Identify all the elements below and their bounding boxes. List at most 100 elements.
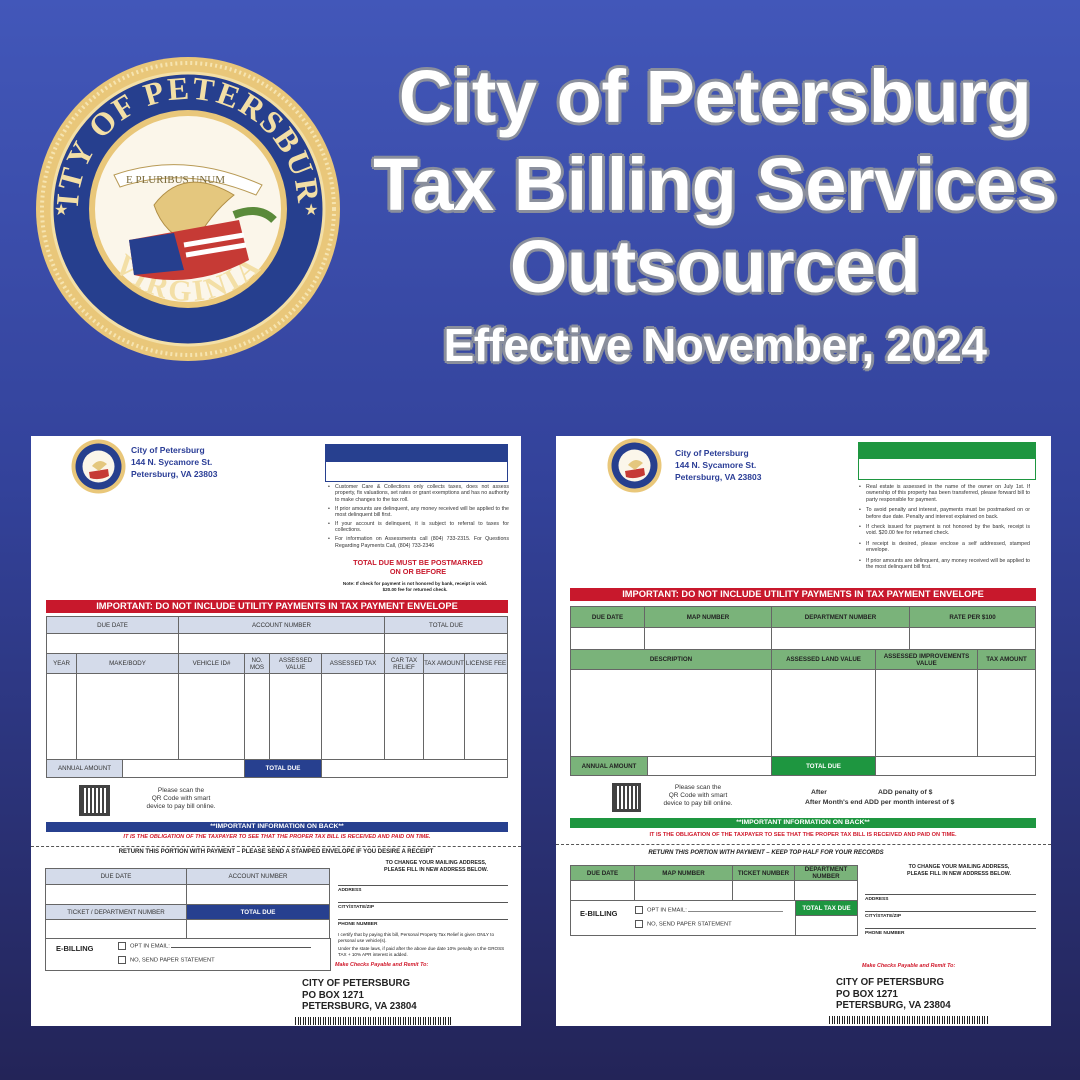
qr-text-line: device to pay bill online. — [146, 803, 216, 810]
change-address-line: TO CHANGE YOUR MAILING ADDRESS, — [385, 860, 487, 866]
col-rate-per-100: RATE PER $100 — [910, 606, 1036, 628]
notice-bullet: Customer Care & Collections only collect… — [327, 484, 509, 503]
stub-total-due: TOTAL DUE — [187, 904, 330, 920]
certification-text: I certify that by paying this bill, Pers… — [338, 932, 495, 943]
obligation-notice: IT IS THE OBLIGATION OF THE TAXPAYER TO … — [123, 834, 431, 840]
col-no-mos: NO. MOS — [245, 653, 270, 674]
col-assessed-improvements-value: ASSESSED IMPROVEMENTS VALUE — [876, 649, 978, 670]
remit-line: CITY OF PETERSBURG — [836, 977, 945, 988]
utility-warning-banner: IMPORTANT: DO NOT INCLUDE UTILITY PAYMEN… — [570, 588, 1036, 601]
col-license-fee: LICENSE FEE — [465, 653, 508, 674]
remit-address: CITY OF PETERSBURG PO BOX 1271 PETERSBURG,… — [836, 977, 951, 1012]
totals-row: ANNUAL AMOUNT TOTAL DUE — [46, 759, 508, 778]
col-department-number: DEPARTMENT NUMBER — [772, 606, 910, 628]
phone-number-field[interactable]: PHONE NUMBER — [865, 928, 1036, 936]
opt-in-email-checkbox[interactable] — [635, 906, 643, 914]
col-assessed-land-value: ASSESSED LAND VALUE — [772, 649, 876, 670]
notice-bullet: Real estate is assessed in the name of t… — [858, 484, 1030, 503]
headline-line-2: Tax Billing Services — [373, 143, 1057, 226]
real-estate-tax-bill: City of Petersburg 144 N. Sycamore St. P… — [556, 436, 1051, 1026]
sender-street: 144 N. Sycamore St. — [675, 460, 757, 470]
note-line: Note: If check for payment is not honore… — [342, 581, 488, 586]
description-header-row: DESCRIPTION ASSESSED LAND VALUE ASSESSED… — [570, 649, 1036, 670]
sender-address: City of Petersburg 144 N. Sycamore St. P… — [675, 447, 761, 483]
important-info-bar: **IMPORTANT INFORMATION ON BACK** — [46, 822, 508, 832]
sender-citystate: Petersburg, VA 23803 — [675, 472, 762, 482]
email-input-line[interactable] — [688, 910, 784, 912]
qr-code-icon[interactable] — [79, 785, 110, 816]
notice-bullet: For information on Assessments call (804… — [327, 536, 509, 549]
annual-amount-label: ANNUAL AMOUNT — [46, 759, 123, 778]
stub-department-number: DEPARTMENT NUMBER — [795, 865, 858, 881]
city-state-zip-field[interactable]: CITY/STATE/ZIP — [338, 902, 508, 910]
address-window-box — [325, 444, 508, 482]
stub-header-row: DUE DATE MAP NUMBER TICKET NUMBER DEPART… — [570, 865, 858, 881]
postal-barcode — [295, 1017, 453, 1025]
city-state-zip-field[interactable]: CITY/STATE/ZIP — [865, 911, 1036, 919]
penalty-text: Under the state laws, if paid after the … — [338, 946, 505, 957]
address-field[interactable]: ADDRESS — [865, 894, 1036, 902]
address-field[interactable]: ADDRESS — [338, 885, 508, 893]
col-map-number: MAP NUMBER — [645, 606, 772, 628]
address-window-box — [858, 442, 1036, 480]
col-assessed-tax: ASSESSED TAX — [322, 653, 385, 674]
table-header-row: DUE DATE ACCOUNT NUMBER TOTAL DUE — [46, 616, 508, 634]
remit-line: PETERSBURG, VA 23804 — [836, 1000, 951, 1011]
stub-ticket-number: TICKET NUMBER — [733, 865, 795, 881]
totals-row: ANNUAL AMOUNT TOTAL DUE — [570, 756, 1036, 776]
important-info-bar: **IMPORTANT INFORMATION ON BACK** — [570, 818, 1036, 828]
postmark-line: ON OR BEFORE — [389, 566, 447, 576]
qr-code-icon[interactable] — [612, 783, 641, 812]
notice-bullet: To avoid penalty and interest, payments … — [858, 507, 1030, 520]
change-address-line: PLEASE FILL IN NEW ADDRESS BELOW. — [384, 867, 488, 873]
email-input-line[interactable] — [171, 946, 312, 948]
paper-statement-checkbox[interactable] — [118, 956, 126, 964]
table-value-row — [46, 633, 508, 654]
remit-to-label: Make Checks Payable and Remit To: — [862, 963, 956, 969]
col-total-due: TOTAL DUE — [385, 616, 508, 634]
total-tax-due-value — [795, 915, 858, 936]
svg-text:★: ★ — [54, 202, 68, 219]
paper-statement-label: NO, SEND PAPER STATEMENT — [130, 957, 215, 964]
remit-line: PETERSBURG, VA 23804 — [302, 1001, 417, 1012]
return-portion-instructions: RETURN THIS PORTION WITH PAYMENT – PLEAS… — [118, 849, 434, 855]
description-body-row — [570, 669, 1036, 757]
stub-header-row-2: TICKET / DEPARTMENT NUMBER TOTAL DUE — [45, 904, 330, 920]
city-seal-small-icon — [71, 439, 126, 494]
table-header-row: DUE DATE MAP NUMBER DEPARTMENT NUMBER RA… — [570, 606, 1036, 628]
stub-account-number: ACCOUNT NUMBER — [187, 868, 330, 885]
change-address-instructions: TO CHANGE YOUR MAILING ADDRESS, PLEASE FI… — [889, 864, 1029, 878]
obligation-notice: IT IS THE OBLIGATION OF THE TAXPAYER TO … — [649, 832, 957, 838]
table-value-row — [570, 627, 1036, 650]
phone-number-field[interactable]: PHONE NUMBER — [338, 919, 508, 927]
remit-to-label: Make Checks Payable and Remit To: — [335, 962, 429, 968]
paper-statement-checkbox[interactable] — [635, 920, 643, 928]
col-tax-amount: TAX AMOUNT — [978, 649, 1036, 670]
svg-text:★: ★ — [304, 202, 318, 219]
col-tax-amount: TAX AMOUNT — [424, 653, 465, 674]
total-due-label: TOTAL DUE — [772, 756, 876, 776]
stub-value-row-2 — [45, 919, 330, 939]
annual-amount-label: ANNUAL AMOUNT — [570, 756, 648, 776]
vehicle-header-row: YEAR MAKE/BODY VEHICLE ID# NO. MOS ASSES… — [46, 653, 508, 674]
sender-street: 144 N. Sycamore St. — [131, 457, 213, 467]
opt-in-email-checkbox[interactable] — [118, 942, 126, 950]
col-account-number: ACCOUNT NUMBER — [179, 616, 385, 634]
penalty-amount-label: ADD penalty of $ — [878, 789, 933, 796]
qr-text-line: Please scan the — [157, 787, 205, 794]
col-year: YEAR — [46, 653, 77, 674]
stub-map-number: MAP NUMBER — [635, 865, 733, 881]
account-number-value — [179, 633, 385, 654]
notice-bullets: Customer Care & Collections only collect… — [327, 484, 509, 552]
headline-line-3: Outsourced — [509, 225, 921, 308]
stub-due-date: DUE DATE — [45, 868, 187, 885]
change-address-line: TO CHANGE YOUR MAILING ADDRESS, — [908, 864, 1010, 870]
city-seal-small-icon — [607, 438, 662, 493]
opt-in-email-label: OPT IN EMAIL: — [647, 907, 687, 914]
sender-citystate: Petersburg, VA 23803 — [131, 469, 218, 479]
notice-bullet: If your account is delinquent, it is sub… — [327, 521, 509, 534]
note-line: $20.00 fee for returned check. — [382, 586, 448, 592]
sender-city-name: City of Petersburg — [675, 448, 749, 458]
total-due-amount — [876, 756, 1036, 776]
sender-address: City of Petersburg 144 N. Sycamore St. P… — [131, 444, 217, 480]
